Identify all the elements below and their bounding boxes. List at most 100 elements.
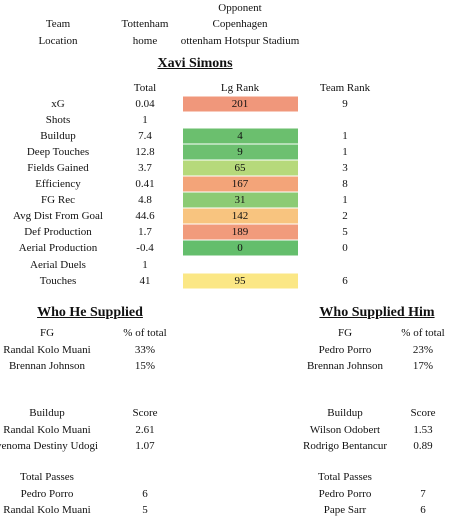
value: ottenham Hotspur Stadium bbox=[180, 35, 300, 47]
row-label: Def Production bbox=[24, 226, 92, 239]
column-header: Buildup bbox=[327, 407, 363, 419]
rank-cell bbox=[183, 208, 298, 224]
lg-rank: 167 bbox=[231, 178, 249, 190]
lg-rank: 31 bbox=[234, 194, 246, 207]
row-label: Aerial Production bbox=[18, 242, 98, 255]
player: Randal Kolo Muani bbox=[3, 344, 91, 356]
total: 0.04 bbox=[135, 97, 155, 110]
player: Randal Kolo Muani bbox=[3, 504, 91, 516]
team-rank: 2 bbox=[342, 210, 348, 223]
rank-cell bbox=[183, 192, 298, 208]
row-label: Shots bbox=[45, 113, 71, 126]
total: 0.41 bbox=[135, 178, 155, 190]
column-header: FG bbox=[337, 327, 353, 339]
team-rank: 1 bbox=[342, 145, 348, 158]
value: 0.89 bbox=[413, 440, 433, 452]
row-label: Deep Touches bbox=[26, 145, 90, 158]
player: Randal Kolo Muani bbox=[3, 424, 91, 436]
team-rank: 3 bbox=[342, 161, 348, 174]
lg-rank: 4 bbox=[237, 129, 243, 142]
value: 6 bbox=[142, 488, 148, 500]
label: Team bbox=[45, 18, 71, 30]
value: 1.53 bbox=[413, 424, 433, 436]
row-label: Aerial Duels bbox=[30, 258, 86, 271]
lg-rank: 201 bbox=[231, 97, 249, 110]
column-header: Total Passes bbox=[20, 471, 74, 483]
total: 4.8 bbox=[138, 194, 152, 207]
section-title: Who He Supplied bbox=[37, 305, 143, 320]
total: 41 bbox=[139, 274, 151, 287]
column-header: FG bbox=[39, 327, 55, 339]
player: Wilson Odobert bbox=[309, 424, 381, 436]
player: Rodrigo Bentancur bbox=[302, 440, 388, 452]
column-header: Team Rank bbox=[319, 82, 371, 94]
value: 23% bbox=[412, 344, 434, 356]
row-label: Fields Gained bbox=[27, 161, 89, 174]
column-header: Score bbox=[132, 407, 158, 419]
team-rank: 9 bbox=[342, 97, 348, 110]
label: Opponent bbox=[218, 2, 262, 14]
lg-rank: 65 bbox=[234, 161, 246, 174]
column-header: Total bbox=[133, 82, 157, 94]
section-title: Who Supplied Him bbox=[319, 305, 435, 320]
total: 1 bbox=[142, 258, 148, 271]
column-header: Buildup bbox=[29, 407, 65, 419]
column-header: Score bbox=[410, 407, 436, 419]
lg-rank: 189 bbox=[231, 226, 249, 239]
lg-rank: 95 bbox=[234, 274, 246, 287]
label: Location bbox=[38, 35, 78, 47]
total: 3.7 bbox=[138, 161, 152, 174]
player: Brennan Johnson bbox=[8, 360, 86, 372]
value: 17% bbox=[412, 360, 434, 372]
rank-cell bbox=[183, 128, 298, 144]
value: home bbox=[132, 35, 158, 47]
player: Pape Sarr bbox=[323, 504, 367, 516]
team-rank: 5 bbox=[342, 226, 348, 239]
total: 7.4 bbox=[138, 129, 152, 142]
lg-rank: 9 bbox=[237, 145, 243, 158]
player: yenoma Destiny Udogi bbox=[0, 440, 99, 452]
row-label: Avg Dist From Goal bbox=[13, 210, 103, 223]
player-name: Xavi Simons bbox=[157, 56, 233, 71]
lg-rank: 142 bbox=[231, 210, 249, 223]
column-header: % of total bbox=[401, 327, 445, 339]
total: 44.6 bbox=[135, 210, 155, 223]
team-rank: 8 bbox=[342, 178, 348, 190]
row-label: xG bbox=[51, 97, 65, 110]
rank-cell bbox=[183, 240, 298, 256]
row-label: FG Rec bbox=[41, 194, 75, 207]
player: Pedro Porro bbox=[318, 344, 372, 356]
value: 1.07 bbox=[135, 440, 155, 452]
player: Pedro Porro bbox=[318, 488, 372, 500]
total: 12.8 bbox=[135, 145, 155, 158]
rank-cell bbox=[183, 224, 298, 240]
total: -0.4 bbox=[136, 242, 154, 255]
column-header: Total Passes bbox=[318, 471, 372, 483]
player: Pedro Porro bbox=[20, 488, 74, 500]
player: Brennan Johnson bbox=[306, 360, 384, 372]
rank-cell bbox=[183, 176, 298, 192]
value: 7 bbox=[420, 488, 426, 500]
team-rank: 1 bbox=[342, 194, 348, 207]
rank-cell bbox=[183, 160, 298, 176]
rank-cell bbox=[183, 144, 298, 160]
team-rank: 6 bbox=[342, 274, 348, 287]
value: 2.61 bbox=[135, 424, 155, 436]
rank-cell bbox=[183, 96, 298, 111]
row-label: Efficiency bbox=[35, 178, 81, 190]
row-label: Touches bbox=[39, 274, 77, 287]
column-header: % of total bbox=[123, 327, 167, 339]
value: Copenhagen bbox=[212, 18, 268, 30]
team-rank: 0 bbox=[342, 242, 348, 255]
column-header: Lg Rank bbox=[220, 82, 260, 94]
value: 33% bbox=[134, 344, 156, 356]
row-label: Buildup bbox=[40, 129, 76, 142]
total: 1 bbox=[142, 113, 148, 126]
lg-rank: 0 bbox=[237, 242, 243, 255]
total: 1.7 bbox=[138, 226, 152, 239]
team-rank: 1 bbox=[342, 129, 348, 142]
value: 15% bbox=[134, 360, 156, 372]
value: Tottenham bbox=[121, 18, 169, 30]
value: 6 bbox=[420, 504, 426, 516]
value: 5 bbox=[142, 504, 148, 516]
